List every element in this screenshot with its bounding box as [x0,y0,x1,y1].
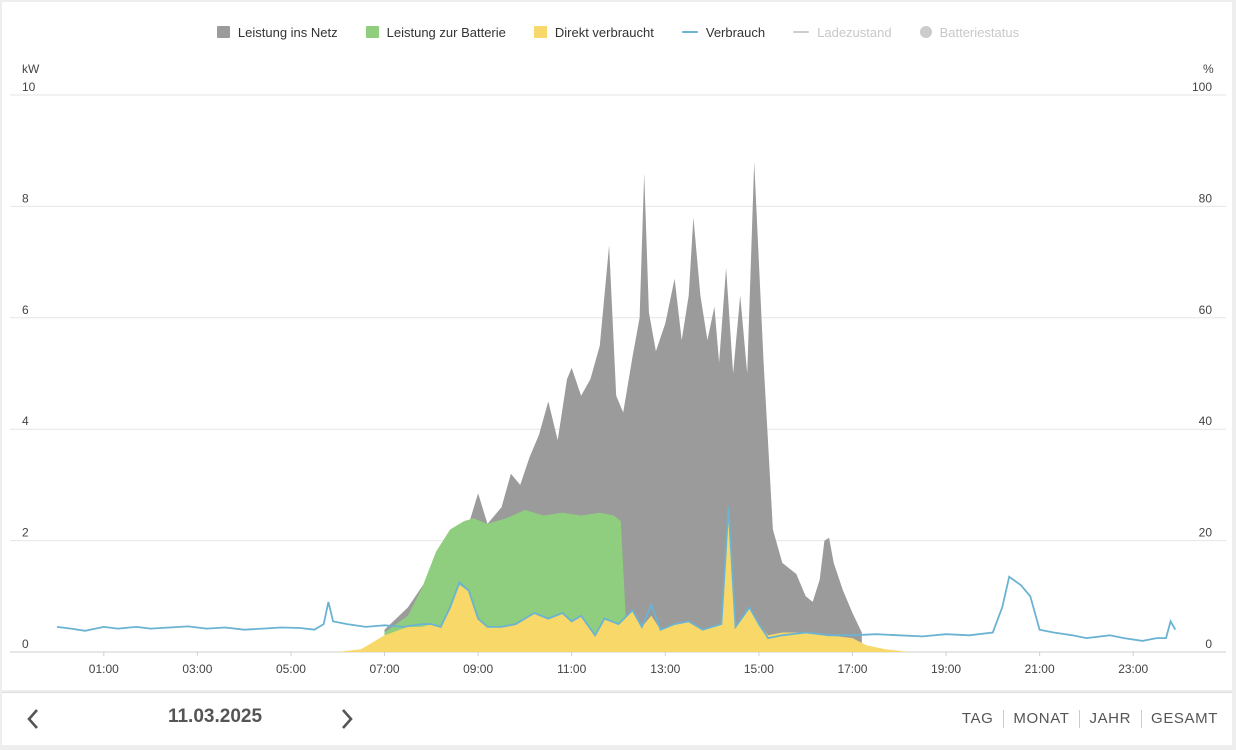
x-tick-label: 09:00 [463,662,493,676]
y-left-tick-label: 6 [22,303,29,317]
legend-label: Leistung ins Netz [237,24,338,40]
y-left-tick-label: 0 [22,637,29,651]
chevron-right-icon [342,709,353,729]
series-line-verbrauch [56,507,1177,642]
x-tick-label: 03:00 [182,662,212,676]
legend-item-batteriestatus[interactable]: Batteriestatus [919,24,1020,40]
legend-item-verbrauch[interactable]: Verbrauch [681,24,766,40]
x-tick-label: 05:00 [276,662,306,676]
legend-label: Leistung zur Batterie [386,24,506,40]
x-tick-label: 11:00 [557,662,586,676]
legend-swatch [793,31,810,33]
y-left-tick-label: 4 [22,414,29,428]
y-left-tick-label: 8 [22,191,29,205]
legend-swatch [365,26,379,38]
legend-swatch [681,31,698,33]
legend-label: Batteriestatus [939,24,1020,40]
tab-monat[interactable]: MONAT [1003,700,1079,734]
y-right-tick-label: 60 [1199,303,1213,317]
x-tick-label: 01:00 [89,662,119,676]
chart-legend: Leistung ins Netz Leistung zur Batterie Di… [0,22,1236,42]
legend-swatch [533,26,547,38]
x-tick-label: 07:00 [370,662,400,676]
tab-tag[interactable]: TAG [961,710,994,727]
y-left-tick-label: 2 [22,526,29,540]
right-axis-unit: % [1203,62,1214,76]
legend-label: Verbrauch [705,24,766,40]
y-right-tick-label: 80 [1199,191,1213,205]
chevron-left-icon [27,709,38,729]
period-tabs: TAG MONAT JAHR GESAMT [952,700,1228,744]
legend-label: Direkt verbraucht [554,24,654,40]
previous-day-button[interactable] [18,704,48,734]
current-date: 11.03.2025 [167,706,263,727]
left-axis-unit: kW [22,62,40,76]
y-left-tick-label: 10 [22,80,36,94]
x-tick-label: 15:00 [744,662,774,676]
footer-bar [2,692,1232,745]
x-tick-label: 23:00 [1118,662,1148,676]
legend-swatch [216,26,230,38]
legend-label: Ladezustand [817,24,892,40]
legend-item-ladezustand[interactable]: Ladezustand [793,24,892,40]
y-right-tick-label: 0 [1205,637,1212,651]
tab-jahr[interactable]: JAHR [1079,700,1141,734]
y-right-tick-label: 100 [1192,80,1212,94]
x-tick-label: 19:00 [931,662,961,676]
series-area-direkt-verbraucht [337,507,909,652]
x-tick-label: 13:00 [650,662,680,676]
tab-gesamt[interactable]: GESAMT [1141,700,1228,734]
legend-item-leistung-ins-netz[interactable]: Leistung ins Netz [216,24,338,40]
y-right-tick-label: 20 [1199,526,1213,540]
legend-item-leistung-zur-batterie[interactable]: Leistung zur Batterie [365,24,506,40]
legend-item-direkt-verbraucht[interactable]: Direkt verbraucht [533,24,654,40]
next-day-button[interactable] [332,704,362,734]
x-tick-label: 17:00 [837,662,867,676]
legend-swatch [919,26,932,38]
y-right-tick-label: 40 [1199,414,1213,428]
x-tick-label: 21:00 [1025,662,1055,676]
